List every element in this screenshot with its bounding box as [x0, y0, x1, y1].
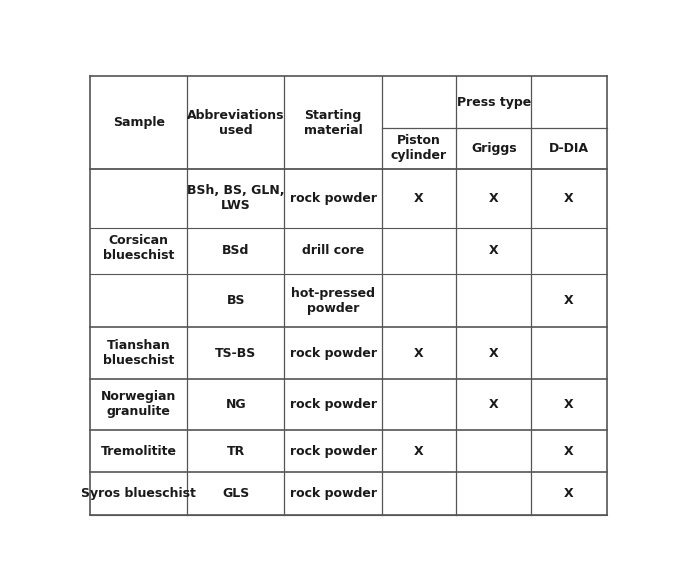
Text: rock powder: rock powder: [290, 192, 377, 205]
Text: rock powder: rock powder: [290, 346, 377, 360]
Text: Griggs: Griggs: [471, 142, 517, 155]
Text: X: X: [564, 398, 574, 411]
Text: BSh, BS, GLN,
LWS: BSh, BS, GLN, LWS: [187, 184, 285, 212]
Text: hot-pressed
powder: hot-pressed powder: [291, 286, 375, 314]
Text: Syros blueschist: Syros blueschist: [82, 487, 197, 500]
Text: X: X: [489, 346, 498, 360]
Text: drill core: drill core: [302, 244, 364, 257]
Text: Press type: Press type: [457, 95, 531, 109]
Text: TS-BS: TS-BS: [216, 346, 256, 360]
Text: X: X: [489, 244, 498, 257]
Text: BSd: BSd: [222, 244, 250, 257]
Text: NG: NG: [226, 398, 246, 411]
Text: GLS: GLS: [222, 487, 250, 500]
Text: X: X: [564, 487, 574, 500]
Text: X: X: [414, 192, 424, 205]
Text: Corsican
blueschist: Corsican blueschist: [103, 234, 175, 262]
Text: Abbreviations
used: Abbreviations used: [187, 109, 285, 137]
Text: rock powder: rock powder: [290, 398, 377, 411]
Text: Tianshan
blueschist: Tianshan blueschist: [103, 339, 175, 367]
Text: X: X: [414, 444, 424, 458]
Text: Sample: Sample: [113, 116, 165, 129]
Text: rock powder: rock powder: [290, 444, 377, 458]
Text: Tremolitite: Tremolitite: [101, 444, 177, 458]
Text: Piston
cylinder: Piston cylinder: [391, 134, 447, 162]
Text: Norwegian
granulite: Norwegian granulite: [101, 390, 177, 418]
Text: X: X: [489, 398, 498, 411]
Text: TR: TR: [227, 444, 245, 458]
Text: X: X: [564, 444, 574, 458]
Text: X: X: [489, 192, 498, 205]
Text: X: X: [564, 192, 574, 205]
Text: X: X: [564, 294, 574, 307]
Text: X: X: [414, 346, 424, 360]
Text: rock powder: rock powder: [290, 487, 377, 500]
Text: Starting
material: Starting material: [304, 109, 362, 137]
Text: D-DIA: D-DIA: [549, 142, 589, 155]
Text: BS: BS: [226, 294, 245, 307]
